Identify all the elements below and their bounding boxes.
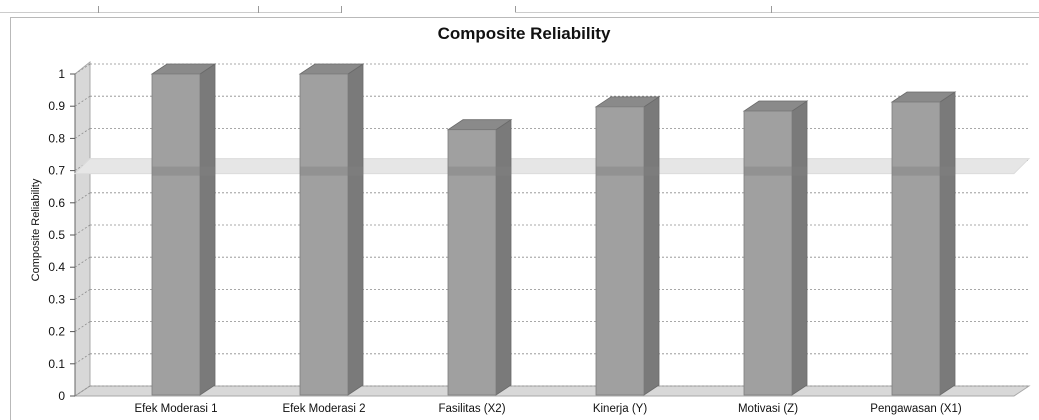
y-axis-title: Composite Reliability: [30, 178, 42, 281]
window-top-dividers: [0, 6, 1039, 13]
chart-title: Composite Reliability: [438, 24, 611, 43]
bar-side: [199, 63, 216, 396]
gridline-diagonal: [74, 95, 91, 107]
bar: [150, 63, 217, 396]
plot-background: [73, 60, 1031, 397]
bar-side: [347, 63, 364, 396]
bar-threshold-stripe: [448, 166, 511, 176]
y-tick-label: 0.3: [48, 292, 65, 306]
bar-side: [495, 118, 512, 396]
gridlines: [74, 63, 1029, 397]
threshold-plane: [73, 158, 1031, 175]
bar-front: [891, 101, 941, 396]
y-tick-label: 0: [58, 389, 65, 403]
bar-threshold-stripe: [744, 166, 807, 176]
bar-front: [151, 73, 201, 396]
bar: [890, 91, 957, 396]
y-tick-label: 1: [58, 67, 65, 81]
threshold-band: [73, 158, 1031, 175]
x-category-label: Efek Moderasi 2: [282, 403, 365, 415]
gridline-diagonal: [74, 224, 91, 236]
bar: [742, 100, 809, 396]
gridline-diagonal: [74, 128, 91, 139]
bar-front: [595, 106, 645, 396]
bar-threshold-stripe: [300, 166, 363, 176]
bar-threshold-stripe: [892, 166, 955, 176]
x-category-label: Motivasi (Z): [738, 403, 798, 415]
y-tick-label: 0.8: [48, 131, 65, 145]
y-tick-label: 0.6: [48, 196, 65, 210]
bar: [298, 63, 365, 396]
bar-side: [643, 96, 660, 396]
window-top-strip: [0, 0, 1039, 14]
x-axis-labels: Efek Moderasi 1 Efek Moderasi 2 Fasilitas …: [134, 403, 961, 415]
gridline-diagonal: [74, 192, 91, 204]
bar-front: [743, 110, 793, 396]
x-category-label: Kinerja (Y): [593, 403, 647, 415]
bar-side: [939, 91, 956, 396]
gridline-diagonal: [74, 63, 91, 75]
bar: [446, 118, 513, 396]
bars: [150, 63, 957, 396]
gridline-diagonal: [74, 289, 91, 300]
y-tick-label: 0.2: [48, 325, 65, 339]
x-category-label: Efek Moderasi 1: [134, 403, 217, 415]
gridline-diagonal: [74, 321, 91, 332]
y-tick-label: 0.5: [48, 228, 65, 242]
bar-front: [299, 73, 349, 396]
bar-front: [447, 129, 497, 396]
gridline-diagonal: [74, 353, 91, 365]
bar-threshold-stripe: [152, 166, 215, 176]
floor: [73, 385, 1031, 397]
y-tick-label: 0.1: [48, 357, 65, 371]
gridline-diagonal: [74, 385, 91, 397]
y-tick-label: 0.4: [48, 260, 65, 274]
bar: [594, 96, 661, 396]
gridline-diagonal: [74, 256, 91, 268]
left-wall: [74, 60, 91, 397]
y-tick-label: 0.7: [48, 164, 65, 178]
y-axis-ticks: 0 0.1 0.2 0.3 0.4 0.5 0.6 0.7 0.8 0.9 1: [48, 67, 75, 403]
y-tick-label: 0.9: [48, 99, 65, 113]
x-category-label: Pengawasan (X1): [870, 403, 962, 415]
bar-side: [791, 100, 808, 396]
x-category-label: Fasilitas (X2): [438, 403, 505, 415]
bar-threshold-stripe: [596, 166, 659, 176]
